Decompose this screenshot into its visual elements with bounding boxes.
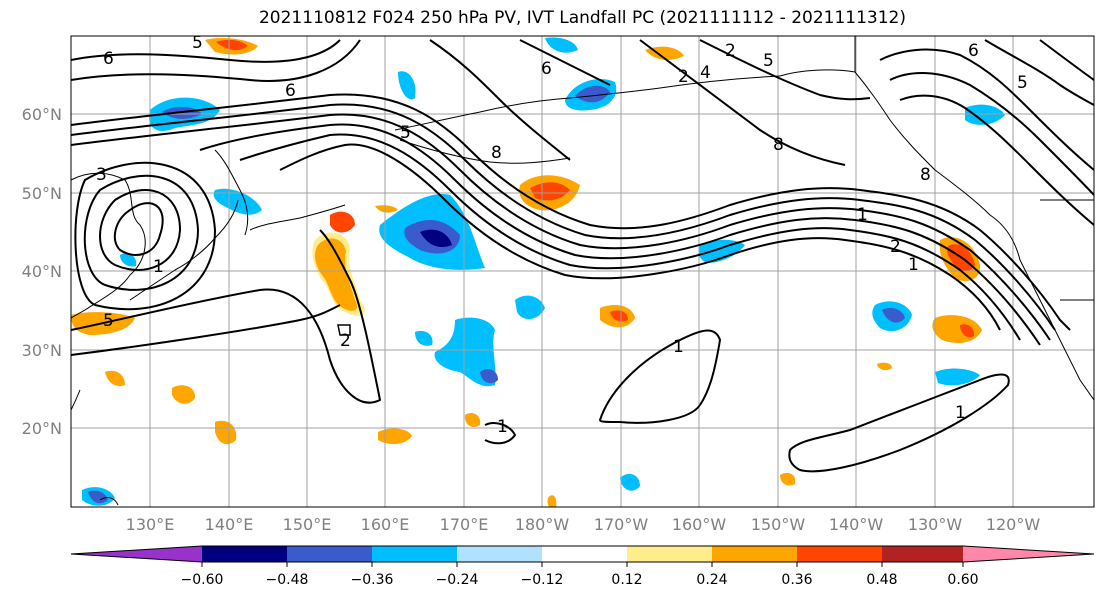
coast-kamchatka bbox=[214, 149, 249, 236]
lon-label: 150°W bbox=[751, 515, 806, 534]
svg-text:8: 8 bbox=[491, 143, 502, 163]
colorbar-tick-label: −0.48 bbox=[266, 572, 309, 588]
contour-labels: 6 6 5 3 2 1 5 8 8 2 1 1 2 1 6 5 5 8 1 2 … bbox=[96, 33, 1028, 437]
colorbar-segment bbox=[797, 546, 882, 562]
lon-label: 170°E bbox=[440, 515, 489, 534]
svg-text:6: 6 bbox=[285, 81, 296, 101]
colorbar-tick-label: 0.48 bbox=[866, 572, 897, 588]
colorbar-segment bbox=[542, 546, 627, 562]
colorbar-segment bbox=[627, 546, 712, 562]
lat-label: 30°N bbox=[22, 341, 62, 360]
lat-label: 40°N bbox=[22, 262, 62, 281]
map-title: 2021110812 F024 250 hPa PV, IVT Landfall… bbox=[258, 8, 906, 28]
svg-text:1: 1 bbox=[497, 417, 508, 437]
coast-north-america bbox=[854, 71, 1094, 401]
colorbar-tick-label: 0.24 bbox=[696, 572, 727, 588]
lat-label: 50°N bbox=[22, 184, 62, 203]
colorbar-tick-label: −0.12 bbox=[521, 572, 564, 588]
colorbar-segment bbox=[882, 546, 963, 562]
svg-text:2: 2 bbox=[725, 41, 736, 61]
svg-text:8: 8 bbox=[773, 135, 784, 155]
lon-label: 130°E bbox=[126, 515, 175, 534]
colorbar-tick-label: 0.60 bbox=[947, 572, 978, 588]
svg-text:5: 5 bbox=[1017, 73, 1028, 93]
colorbar-extend-high bbox=[963, 546, 1094, 562]
lon-label: 150°E bbox=[283, 515, 332, 534]
svg-text:6: 6 bbox=[103, 49, 114, 69]
svg-text:1: 1 bbox=[955, 403, 966, 423]
svg-text:3: 3 bbox=[96, 165, 107, 185]
colorbar-tick-label: −0.60 bbox=[181, 572, 224, 588]
svg-text:6: 6 bbox=[541, 59, 552, 79]
lon-label: 120°W bbox=[986, 515, 1041, 534]
colorbar-segment bbox=[457, 546, 542, 562]
svg-text:5: 5 bbox=[192, 33, 203, 53]
coast-asia bbox=[71, 172, 146, 319]
lon-label: 130°W bbox=[908, 515, 963, 534]
svg-text:6: 6 bbox=[968, 41, 979, 61]
coast-alaska bbox=[394, 75, 781, 131]
lon-label: 180°W bbox=[515, 515, 570, 534]
svg-text:2: 2 bbox=[890, 237, 901, 257]
colorbar-tick-label: 0.12 bbox=[611, 572, 642, 588]
svg-text:8: 8 bbox=[920, 165, 931, 185]
svg-text:5: 5 bbox=[763, 51, 774, 71]
svg-text:1: 1 bbox=[908, 255, 919, 275]
coastlines bbox=[71, 36, 1094, 506]
lon-label: 160°W bbox=[672, 515, 727, 534]
lat-label: 60°N bbox=[22, 105, 62, 124]
colorbar-tick-label: −0.24 bbox=[436, 572, 479, 588]
colorbar-segment bbox=[202, 546, 287, 562]
svg-text:4: 4 bbox=[700, 63, 711, 83]
lon-label: 140°E bbox=[205, 515, 254, 534]
svg-text:2: 2 bbox=[678, 67, 689, 87]
map-border bbox=[70, 35, 1095, 508]
coast-japan bbox=[129, 199, 239, 301]
longitude-labels: 130°E 140°E 150°E 160°E 170°E 180°W 170°… bbox=[126, 515, 1041, 534]
colorbar-segment bbox=[712, 546, 797, 562]
svg-text:2: 2 bbox=[340, 331, 351, 351]
colorbar-segment bbox=[287, 546, 372, 562]
lon-label: 140°W bbox=[829, 515, 884, 534]
svg-text:5: 5 bbox=[103, 311, 114, 331]
svg-text:1: 1 bbox=[857, 205, 868, 225]
lat-label: 20°N bbox=[22, 419, 62, 438]
colorbar-tick-label: 0.36 bbox=[781, 572, 812, 588]
latitude-labels: 60°N 50°N 40°N 30°N 20°N bbox=[22, 105, 62, 438]
svg-text:1: 1 bbox=[153, 257, 164, 277]
colorbar-segment bbox=[372, 546, 457, 562]
pv-contours bbox=[71, 39, 1094, 473]
lon-label: 170°W bbox=[594, 515, 649, 534]
colorbar-extend-low bbox=[71, 546, 202, 562]
svg-text:5: 5 bbox=[400, 123, 411, 143]
pv-anomaly-shading bbox=[71, 37, 1005, 507]
colorbar-tick-label: −0.36 bbox=[351, 572, 394, 588]
lon-label: 160°E bbox=[361, 515, 410, 534]
colorbar: −0.60 −0.48 −0.36 −0.24 −0.12 0.12 0.24 … bbox=[70, 545, 1095, 588]
svg-text:1: 1 bbox=[673, 337, 684, 357]
